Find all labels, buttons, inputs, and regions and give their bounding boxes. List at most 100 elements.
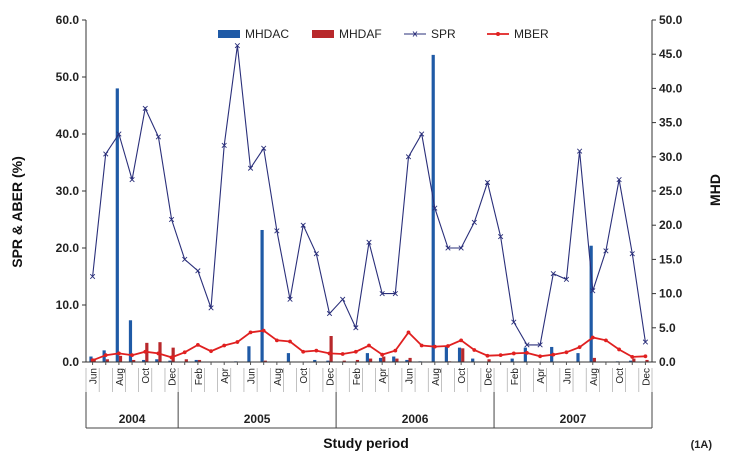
- point-mber: [103, 353, 108, 358]
- x-tick-label: Oct: [299, 368, 310, 384]
- bar-mhdaf: [197, 359, 202, 362]
- point-mber: [156, 351, 161, 356]
- point-spr: [616, 176, 622, 183]
- legend-label-spr: SPR: [431, 27, 456, 41]
- x-tick-label: Jun: [89, 368, 100, 384]
- point-spr: [537, 342, 543, 348]
- x-tick-label: Oct: [141, 368, 152, 384]
- point-mber: [446, 344, 450, 348]
- point-mber: [314, 348, 319, 353]
- point-spr: [168, 216, 175, 223]
- point-mber: [393, 348, 398, 353]
- y-right-tick-label: 20.0: [659, 218, 683, 232]
- point-spr: [498, 233, 504, 240]
- bar-mhdaf: [355, 359, 360, 362]
- y-axis-right-title: MHD: [707, 174, 723, 206]
- point-spr: [326, 310, 333, 317]
- bar-mhdac: [431, 54, 435, 362]
- point-spr: [234, 43, 240, 49]
- point-spr: [182, 256, 188, 263]
- point-mber: [630, 354, 635, 359]
- bar-mhdac: [128, 320, 133, 362]
- year-label: 2004: [119, 412, 146, 426]
- point-spr: [300, 222, 306, 228]
- point-spr: [261, 145, 267, 151]
- y-axis-left-title: SPR & ABER (%): [9, 156, 25, 268]
- point-mber: [551, 352, 556, 357]
- point-mber: [353, 349, 358, 354]
- bar-mhdaf: [461, 348, 465, 362]
- point-spr: [524, 342, 530, 348]
- legend-marker-spr: [412, 31, 418, 37]
- bar-mhdac: [589, 245, 593, 362]
- bar-mhdaf: [592, 357, 596, 362]
- point-mber: [261, 328, 266, 333]
- x-tick-label: Dec: [168, 368, 179, 386]
- bar-mhdac: [155, 359, 159, 362]
- point-mber: [485, 353, 490, 358]
- x-axis-title: Study period: [323, 435, 409, 451]
- x-tick-label: Dec: [641, 368, 652, 386]
- bar-mhdac: [286, 353, 291, 362]
- point-mber: [419, 343, 424, 348]
- point-mber: [169, 355, 174, 360]
- point-mber: [511, 351, 516, 356]
- y-right-tick-label: 45.0: [659, 47, 683, 61]
- point-spr: [247, 165, 254, 171]
- bar-mhdac: [629, 360, 633, 362]
- y-left-tick-label: 30.0: [56, 184, 80, 198]
- point-mber: [195, 343, 200, 347]
- point-spr: [379, 290, 385, 297]
- point-mber: [340, 352, 345, 356]
- bar-mhdac: [260, 229, 264, 362]
- point-mber: [117, 351, 121, 356]
- bar-mhdac: [313, 359, 317, 362]
- point-mber: [432, 344, 437, 349]
- point-mber: [590, 335, 595, 340]
- bar-mhdac: [405, 359, 409, 362]
- bar-mhdaf: [369, 358, 373, 362]
- x-tick-label: Jun: [562, 368, 573, 384]
- point-spr: [129, 176, 135, 183]
- bar-mhdac: [142, 359, 146, 362]
- bar-mhdac: [365, 353, 369, 362]
- point-spr: [563, 276, 570, 282]
- point-mber: [459, 338, 464, 343]
- x-tick-label: Jun: [247, 368, 258, 384]
- point-mber: [577, 345, 582, 350]
- point-spr: [405, 154, 412, 160]
- legend-marker-mber: [496, 32, 500, 36]
- point-spr: [366, 239, 372, 245]
- y-right-tick-label: 40.0: [659, 81, 683, 95]
- point-spr: [103, 151, 109, 157]
- bar-mhdaf: [329, 336, 333, 362]
- y-left-tick-label: 60.0: [56, 13, 80, 27]
- point-spr: [155, 134, 162, 140]
- point-spr: [642, 339, 649, 345]
- year-label: 2006: [402, 412, 429, 426]
- point-spr: [432, 205, 438, 211]
- point-mber: [222, 343, 227, 348]
- bar-mhdaf: [263, 360, 267, 362]
- figure-label: (1A): [691, 439, 713, 451]
- bar-mhdac: [194, 359, 198, 362]
- point-mber: [564, 350, 569, 355]
- point-spr: [603, 248, 609, 254]
- bar-mhdaf: [132, 359, 136, 362]
- bar-mhdac: [510, 358, 514, 362]
- year-label: 2007: [560, 412, 587, 426]
- x-tick-label: Aug: [431, 368, 442, 386]
- point-mber: [367, 343, 371, 348]
- y-left-tick-label: 40.0: [56, 127, 80, 141]
- point-mber: [472, 348, 477, 352]
- legend-label-mber: MBER: [514, 27, 549, 41]
- axes-layer: 0.0 10.0 20.0 30.0 40.0 50.0 60.0 0.0 5.0 10.0 15.…: [56, 13, 683, 429]
- y-right-tick-label: 5.0: [659, 321, 676, 335]
- bar-mhdaf: [645, 359, 649, 362]
- point-spr: [208, 305, 214, 311]
- y-right-tick-label: 35.0: [659, 116, 683, 130]
- point-spr: [445, 245, 451, 251]
- bar-mhdaf: [342, 360, 346, 362]
- x-tick-label: Dec: [326, 368, 337, 386]
